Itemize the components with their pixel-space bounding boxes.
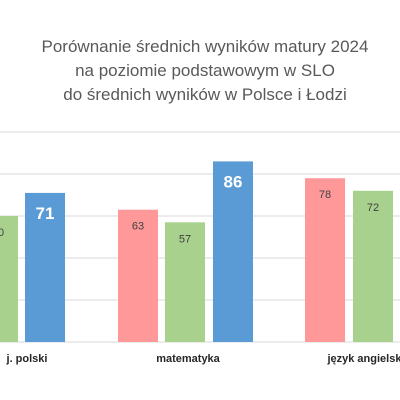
data-label: 63 <box>132 221 144 233</box>
chart-title-line-3: do średnich wyników w Polsce i Łodzi <box>63 85 346 104</box>
chart-title-line-1: Porównanie średnich wyników matury 2024 <box>42 37 369 56</box>
bar-1-2 <box>213 161 253 342</box>
bar-2-1 <box>353 190 393 342</box>
category-axis-labels: j. polski matematyka język angielski <box>6 353 400 365</box>
data-label: 57 <box>179 233 191 245</box>
bar-0-2 <box>25 192 65 342</box>
data-label: 86 <box>224 172 243 191</box>
category-label: język angielski <box>326 353 400 365</box>
data-label: 60 <box>0 227 4 239</box>
data-label: 78 <box>319 189 331 201</box>
category-label: j. polski <box>6 353 48 365</box>
data-label: 71 <box>36 204 55 223</box>
bar-0-1 <box>0 216 18 342</box>
category-label: matematyka <box>156 353 220 365</box>
chart-title-line-2: na poziomie podstawowym w SLO <box>75 61 335 80</box>
bars <box>0 161 393 342</box>
bar-1-0 <box>118 209 158 342</box>
data-labels: 63 78 60 57 72 71 86 <box>0 172 379 245</box>
bar-1-1 <box>165 222 205 342</box>
bar-2-0 <box>305 178 345 342</box>
data-label: 72 <box>367 202 379 214</box>
